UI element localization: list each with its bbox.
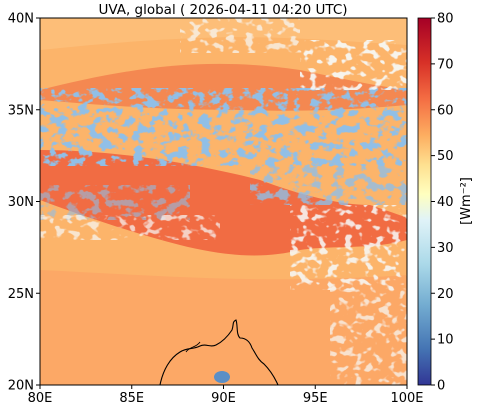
cloud-far-south-east: [330, 290, 407, 385]
map-title: UVA, global ( 2026-04-11 04:20 UTC): [98, 2, 347, 18]
cloud-cell-south: [214, 371, 230, 383]
colorbar-tick-label: 60: [437, 103, 454, 118]
x-tick-label: 95E: [303, 391, 328, 406]
y-axis: 20N 25N 30N 35N 40N: [8, 12, 40, 394]
cloud-belt-west: [40, 185, 190, 220]
cloud-band-south: [40, 215, 220, 240]
colorbar-tick-label: 10: [437, 333, 454, 348]
colorbar-tick-label: 20: [437, 287, 454, 302]
colorbar: [417, 17, 432, 386]
y-tick-label: 20N: [8, 379, 34, 394]
colorbar-tick-label: 0: [437, 379, 445, 394]
x-tick-label: 90E: [211, 391, 236, 406]
y-tick-label: 25N: [8, 287, 34, 302]
colorbar-label: [Wm⁻²]: [459, 177, 474, 225]
colorbar-tick-label: 30: [437, 241, 454, 256]
cloud-north-east: [300, 40, 407, 90]
cloud-north: [180, 18, 300, 53]
colorbar-tick-label: 50: [437, 149, 454, 164]
y-tick-label: 35N: [8, 103, 34, 118]
cloud-south-east: [290, 205, 407, 290]
y-tick-label: 40N: [8, 12, 34, 27]
coastline-detail: [185, 341, 201, 353]
colorbar-axis: 0 10 20 30 40 50 60 70 80: [431, 12, 454, 394]
x-tick-label: 80E: [28, 391, 53, 406]
cloud-belt: [40, 88, 407, 166]
southern-lowland: [40, 270, 407, 385]
colorbar-tick-label: 80: [437, 12, 454, 27]
colorbar-tick-label: 70: [437, 57, 454, 72]
y-tick-label: 30N: [8, 195, 34, 210]
uva-map-raster: [40, 18, 407, 385]
x-tick-label: 100E: [390, 391, 423, 406]
cloud-belt-east: [250, 160, 407, 205]
colorbar-tick-label: 40: [437, 195, 454, 210]
x-axis: 80E 85E 90E 95E 100E: [28, 385, 424, 406]
x-tick-label: 85E: [119, 391, 144, 406]
